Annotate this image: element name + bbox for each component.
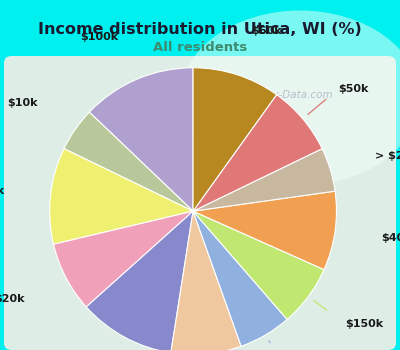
Text: $40k: $40k (381, 233, 400, 243)
Text: $50k: $50k (338, 84, 368, 94)
Wedge shape (50, 149, 193, 244)
Wedge shape (193, 191, 336, 270)
Text: $150k: $150k (346, 319, 384, 329)
Wedge shape (193, 94, 322, 211)
Text: $10k: $10k (7, 98, 37, 108)
Wedge shape (193, 211, 324, 320)
Text: $100k: $100k (80, 32, 118, 42)
Text: Income distribution in Utica, WI (%): Income distribution in Utica, WI (%) (38, 22, 362, 37)
Wedge shape (193, 68, 277, 211)
Wedge shape (171, 211, 241, 350)
Text: $125k: $125k (0, 186, 4, 196)
Wedge shape (193, 149, 335, 211)
Ellipse shape (180, 10, 400, 186)
Wedge shape (193, 211, 287, 346)
Wedge shape (54, 211, 193, 307)
FancyBboxPatch shape (4, 56, 396, 350)
Wedge shape (86, 211, 193, 350)
Text: All residents: All residents (153, 41, 247, 54)
Text: $60k: $60k (251, 26, 282, 36)
Wedge shape (64, 112, 193, 211)
Text: City-Data.com: City-Data.com (252, 90, 332, 99)
Text: > $200k: > $200k (374, 151, 400, 161)
Wedge shape (89, 68, 193, 211)
Text: $20k: $20k (0, 294, 25, 304)
